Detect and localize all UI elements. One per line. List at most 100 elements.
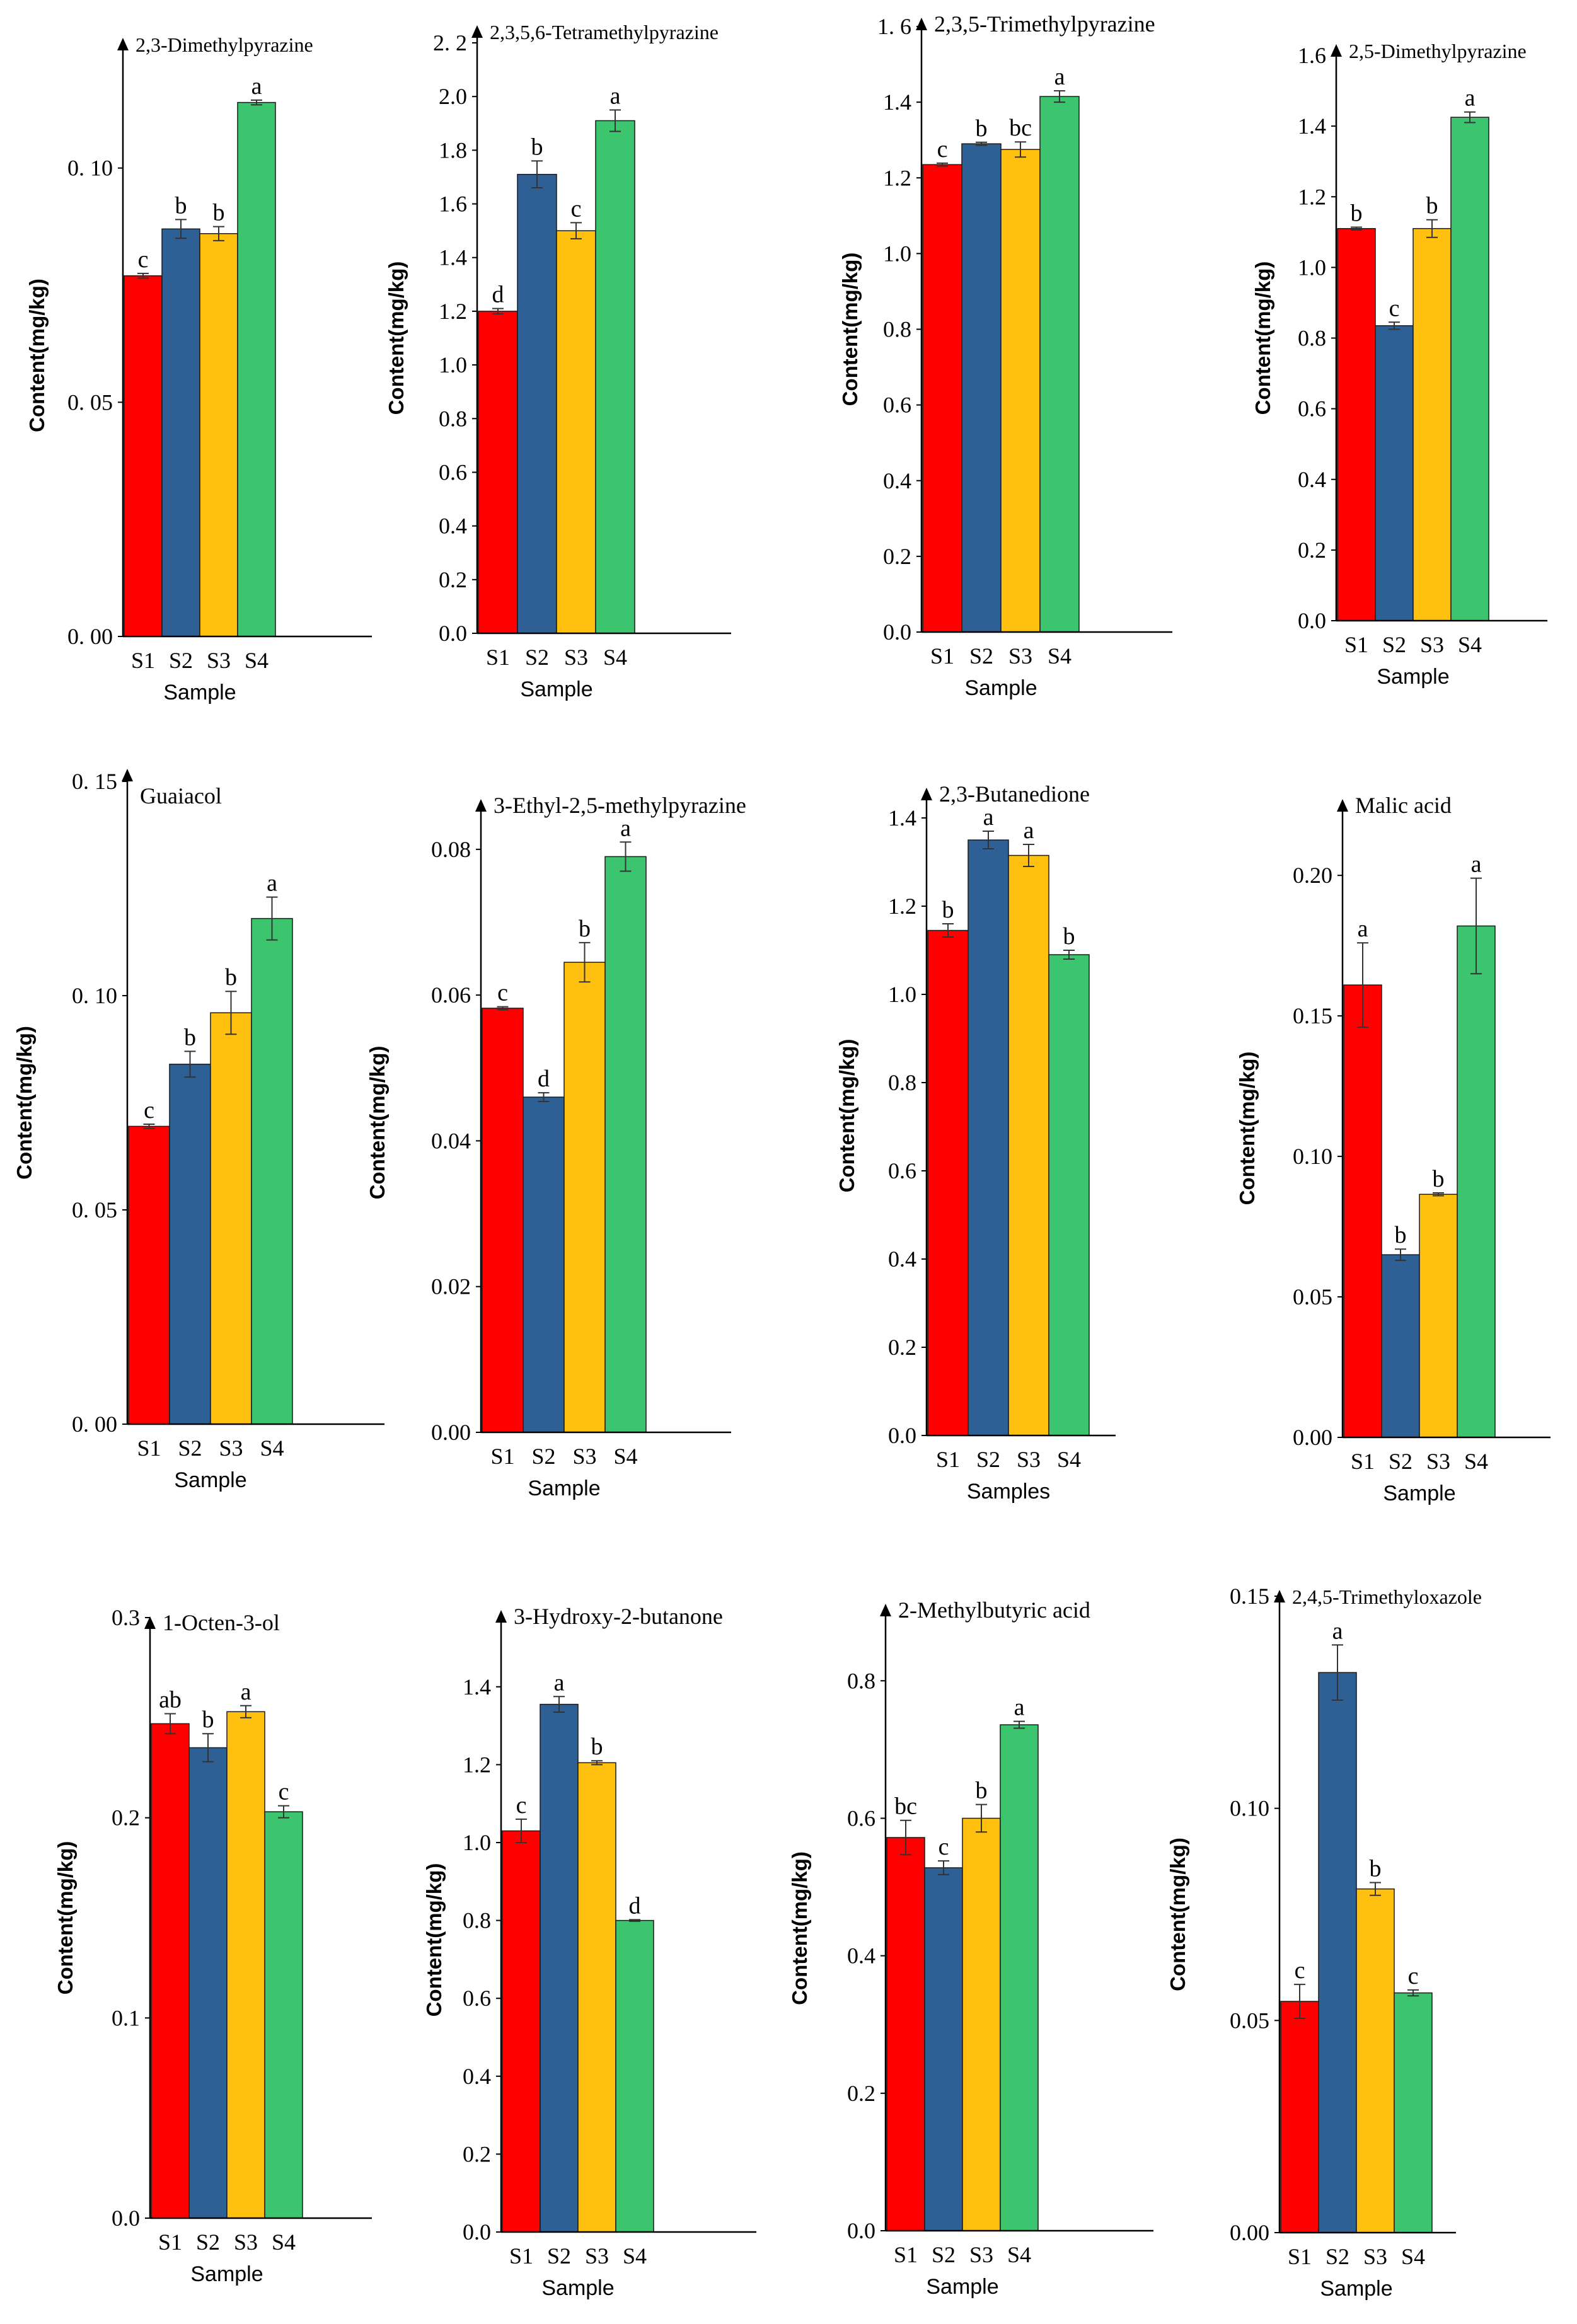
y-axis-arrow-icon (122, 769, 133, 781)
bar-s3 (199, 233, 238, 637)
y-tick-label: 0.6 (1298, 396, 1326, 422)
bar-s2 (540, 1703, 579, 2233)
x-tick-label: S2 (531, 1444, 555, 1469)
error-bar (1332, 1644, 1343, 1701)
y-tick-label: 0. 00 (72, 1412, 117, 1437)
y-tick-label: 0.0 (463, 2219, 491, 2245)
y-axis-label: Content(mg/kg) (1235, 1052, 1259, 1205)
y-axis-label: Content(mg/kg) (788, 1851, 811, 2005)
y-tick-label: 0.10 (1230, 1796, 1269, 1821)
error-bar (1470, 877, 1482, 975)
significance-letter: a (1465, 85, 1476, 112)
y-tick-label: 0.4 (463, 2064, 491, 2089)
y-tick-label: 0.2 (439, 567, 467, 592)
y-tick-label: 0.8 (463, 1908, 491, 1933)
error-bar (900, 1819, 911, 1856)
error-bar (143, 1124, 155, 1129)
y-axis-label: Content(mg/kg) (13, 1026, 36, 1180)
significance-letter: a (620, 815, 631, 841)
significance-letter: b (942, 897, 954, 923)
significance-letter: c (937, 136, 948, 163)
error-bar (1426, 219, 1438, 238)
error-bar (1464, 111, 1476, 124)
bar-s4 (1450, 117, 1489, 621)
x-tick-label: S3 (585, 2243, 609, 2269)
x-tick-label: S4 (1048, 643, 1072, 669)
chart-title: 2,3,5-Trimethylpyrazine (934, 11, 1155, 37)
y-tick-label: 1.4 (888, 805, 916, 831)
y-tick-label: 0.0 (112, 2206, 140, 2231)
error-bar (1014, 1720, 1025, 1729)
chart-title: 2,4,5-Trimethyloxazole (1292, 1585, 1482, 1608)
bar-s1 (502, 1830, 541, 2233)
significance-letter: c (138, 246, 149, 273)
significance-letter: a (554, 1669, 565, 1696)
significance-letter: d (538, 1066, 550, 1092)
bar-s4 (237, 101, 276, 637)
bar-s2 (188, 1747, 228, 2219)
significance-letter: a (1332, 1618, 1343, 1644)
y-tick-label: 1.0 (463, 1830, 491, 1855)
y-tick-label: 0.10 (1293, 1144, 1332, 1169)
x-tick-label: S2 (976, 1447, 1000, 1472)
error-bar (937, 162, 948, 167)
error-bar (1054, 90, 1065, 103)
x-tick-label: S1 (1351, 1449, 1375, 1474)
x-tick-label: S2 (1389, 1449, 1412, 1474)
y-tick-label: 1.6 (439, 192, 467, 217)
y-tick-label: 0.0 (847, 2218, 875, 2243)
error-bar (202, 1733, 214, 1763)
significance-letter: c (1389, 295, 1400, 321)
significance-letter: c (497, 980, 508, 1006)
bar-s4 (604, 856, 647, 1433)
chart-panel: bc S1 c S2 b S3 a S4 0.0 0.2 0.4 0.6 0.8 2-Methylbuty… (788, 1597, 1153, 2299)
bar-s2 (1318, 1672, 1357, 2233)
significance-letter: a (1471, 851, 1482, 878)
bar-s1 (128, 1125, 170, 1425)
significance-letter: b (202, 1706, 214, 1733)
x-tick-label: S3 (969, 2242, 993, 2267)
x-tick-label: S1 (1344, 632, 1368, 657)
error-bar (1357, 942, 1368, 1028)
bar-s2 (1381, 1254, 1420, 1438)
x-tick-label: S3 (1426, 1449, 1450, 1474)
significance-letter: c (144, 1097, 154, 1124)
error-bar (184, 1050, 196, 1078)
y-tick-label: 0.04 (431, 1128, 471, 1153)
y-tick-label: 0.0 (439, 621, 467, 646)
error-bar (553, 1696, 565, 1713)
x-tick-label: S3 (1363, 2244, 1387, 2269)
x-tick-label: S4 (623, 2243, 647, 2269)
bar-s2 (961, 143, 1002, 633)
y-axis-label: Content(mg/kg) (366, 1046, 389, 1200)
significance-letter: a (267, 870, 277, 897)
y-axis-label: Content(mg/kg) (25, 279, 49, 432)
error-bar (1433, 1192, 1444, 1197)
chart-panel: ab S1 b S2 a S3 c S4 0.0 0.1 0.2 0.3 1-Octen-3-ol Sam… (54, 1605, 372, 2286)
y-tick-label: 0.00 (1293, 1425, 1332, 1450)
significance-letter: b (1351, 200, 1363, 226)
error-bar (1351, 226, 1362, 231)
x-tick-label: S4 (1464, 1449, 1488, 1474)
significance-letter: b (1426, 193, 1438, 219)
y-tick-label: 0.2 (888, 1335, 916, 1360)
y-tick-label: 0.20 (1293, 863, 1332, 888)
y-tick-label: 0. 05 (67, 389, 113, 415)
y-tick-label: 0.2 (883, 544, 911, 569)
bar-s3 (577, 1762, 616, 2233)
x-axis-label: Sample (190, 2262, 263, 2286)
y-axis-arrow-icon (1337, 799, 1348, 812)
x-tick-label: S2 (547, 2243, 571, 2269)
y-tick-label: 0.6 (847, 1805, 875, 1831)
y-tick-label: 1.0 (1298, 255, 1326, 280)
error-bar (516, 1818, 527, 1843)
error-bar (976, 141, 987, 146)
error-bar (497, 1006, 509, 1011)
y-tick-label: 0.06 (431, 982, 471, 1008)
y-tick-label: 0.0 (883, 619, 911, 645)
x-axis-label: Sample (964, 676, 1037, 700)
significance-letter: c (1295, 1957, 1305, 1984)
y-axis-arrow-icon (1331, 44, 1342, 57)
bar-s1 (927, 929, 969, 1436)
x-tick-label: S4 (613, 1444, 637, 1469)
